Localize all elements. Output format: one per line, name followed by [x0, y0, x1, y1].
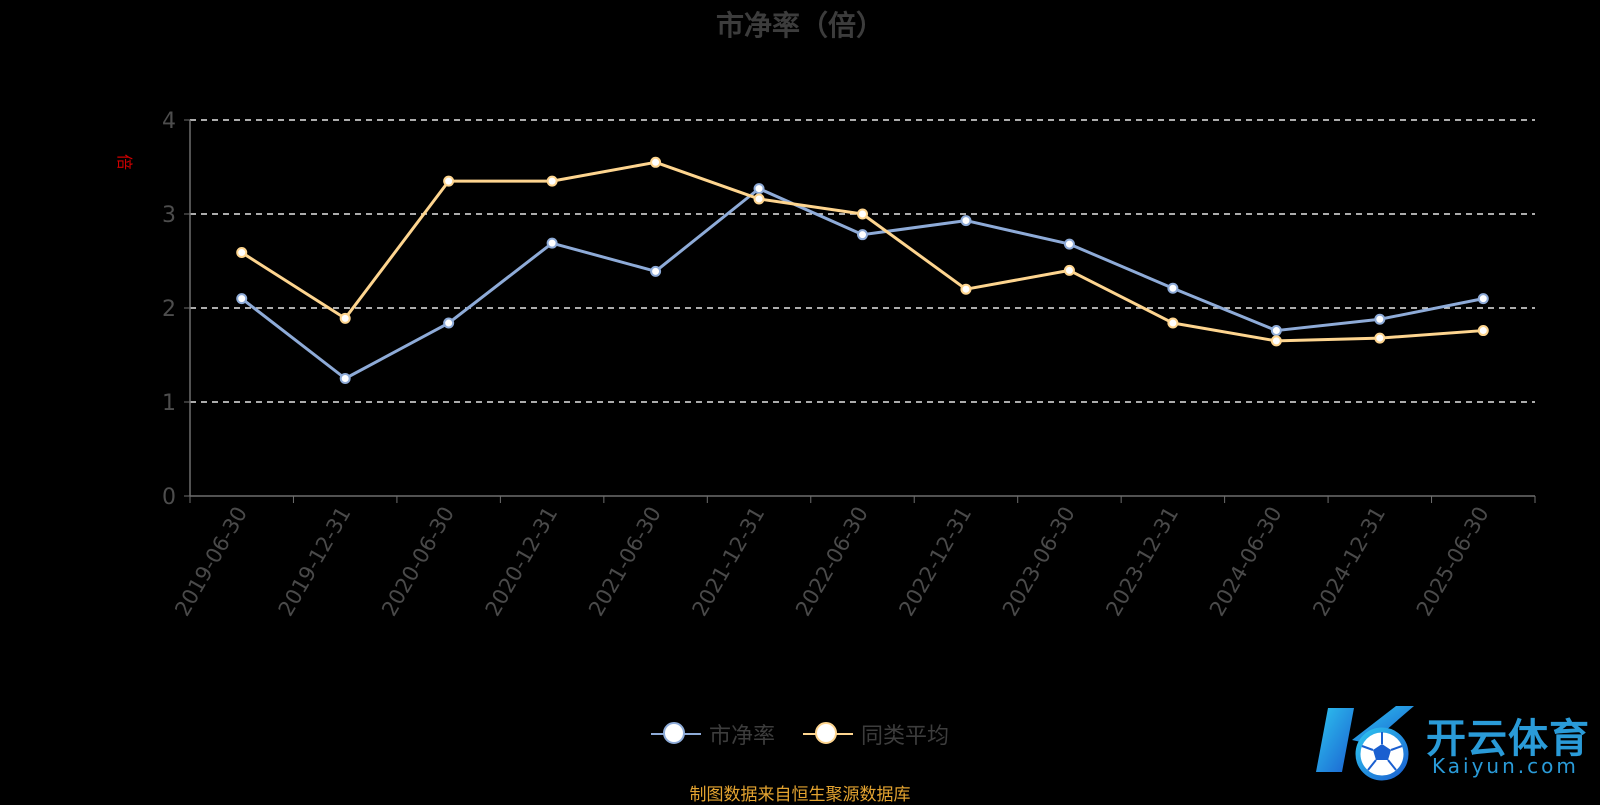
- data-point-series-1: [236, 293, 248, 305]
- data-point-series-1: [857, 229, 868, 241]
- x-tick-label: 2022-06-30: [791, 503, 873, 621]
- x-tick-label: 2023-12-31: [1101, 503, 1183, 621]
- x-tick-label: 2021-12-31: [688, 503, 770, 621]
- x-tick-label: 2025-06-30: [1412, 503, 1494, 621]
- data-point-series-2: [1063, 264, 1075, 276]
- legend-swatch-series-1: [650, 722, 701, 746]
- x-tick-label: 2024-12-31: [1308, 503, 1390, 621]
- brand-logo: 开云体育 Kaiyun.com: [1314, 700, 1590, 784]
- data-point-series-2: [546, 175, 558, 187]
- brand-name-cn: 开云体育: [1426, 716, 1590, 762]
- data-point-series-1: [1374, 313, 1386, 325]
- data-point-series-1: [546, 237, 558, 249]
- x-tick-label: 2024-06-30: [1205, 503, 1287, 621]
- data-point-series-2: [960, 283, 972, 295]
- x-tick-label: 2020-06-30: [377, 502, 459, 620]
- data-point-series-1: [650, 265, 662, 277]
- legend-label-series-1: 市净率: [708, 724, 775, 749]
- data-point-series-1: [960, 215, 972, 227]
- legend: 市净率 同类平均: [0, 718, 1600, 750]
- data-point-series-2: [1270, 335, 1282, 347]
- data-point-series-1: [339, 373, 351, 384]
- series-line-2: [240, 160, 1484, 343]
- y-tick-label: 1: [162, 391, 176, 416]
- x-tick-label: 2022-12-31: [894, 503, 976, 621]
- legend-item-series-1[interactable]: 市净率: [650, 718, 775, 750]
- y-tick-label: 3: [162, 203, 176, 228]
- data-point-series-2: [339, 312, 351, 324]
- data-point-series-1: [443, 317, 455, 329]
- data-point-series-1: [1167, 282, 1179, 294]
- legend-label-series-2: 同类平均: [861, 724, 950, 749]
- x-tick-label: 2019-12-31: [274, 503, 356, 621]
- data-point-series-2: [650, 156, 662, 168]
- legend-item-series-2[interactable]: 同类平均: [803, 718, 949, 750]
- chart-title: 市净率（倍）: [715, 9, 884, 42]
- data-point-series-2: [236, 247, 248, 259]
- data-point-series-1: [1477, 293, 1489, 305]
- data-point-series-2: [1477, 325, 1489, 337]
- x-tick-label: 2020-12-31: [481, 503, 563, 621]
- x-tick-label: 2021-06-30: [584, 503, 666, 621]
- brand-name-en: Kaiyun.com: [1432, 754, 1579, 778]
- x-tick-label: 2019-06-30: [170, 503, 252, 621]
- y-tick-label: 4: [162, 109, 176, 134]
- y-tick-label: 2: [162, 297, 176, 322]
- data-point-series-2: [1374, 332, 1386, 344]
- data-point-series-2: [443, 175, 455, 187]
- data-point-series-1: [1270, 325, 1282, 337]
- data-point-series-2: [857, 208, 868, 220]
- data-point-series-1: [1063, 238, 1075, 250]
- brand-k-ball-icon: [1316, 706, 1414, 781]
- x-tick-label: 2023-06-30: [998, 503, 1080, 621]
- data-point-series-2: [753, 193, 765, 205]
- data-point-series-2: [1167, 317, 1179, 329]
- legend-swatch-series-2: [803, 722, 853, 746]
- y-tick-label: 0: [162, 485, 176, 510]
- line-chart: 0 1 2 3 4 2019-06-30 2019-12-31 2020-06-30 2020-…: [162, 109, 1536, 621]
- data-point-series-1: [753, 183, 765, 195]
